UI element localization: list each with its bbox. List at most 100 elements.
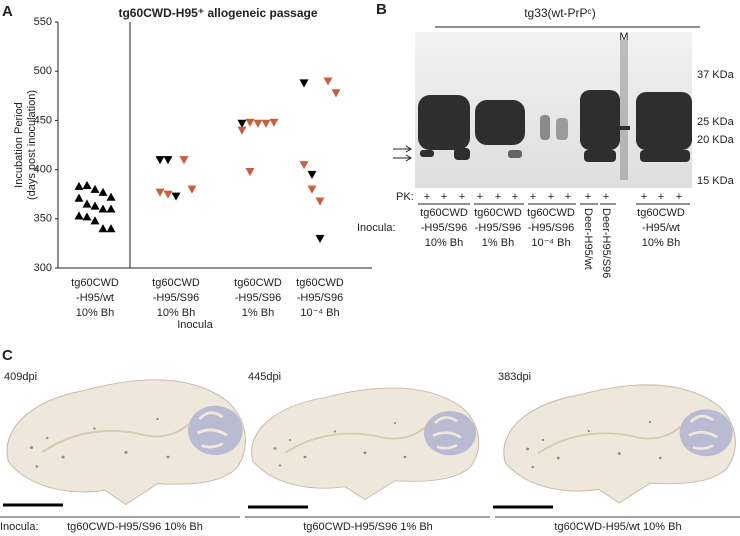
data-point <box>82 212 92 221</box>
data-point <box>106 224 116 233</box>
x-tick-label: tg60CWD <box>71 277 119 289</box>
y-axis-label: (days post inoculation) <box>26 90 38 200</box>
scale-bars <box>3 503 553 509</box>
pk-sign: + <box>658 191 664 203</box>
x-tick-label: tg60CWD <box>152 277 200 289</box>
data-point <box>299 79 309 88</box>
data-point <box>237 126 247 135</box>
inocula-name: tg60CWD-H95/S96 1% Bh <box>303 521 433 533</box>
pk-label: PK: <box>396 191 414 203</box>
group-label: tg60CWD <box>420 207 468 219</box>
chart-title: tg60CWD-H95⁺ allogeneic passage <box>118 6 317 20</box>
data-point <box>245 167 255 177</box>
x-tick-label: 10% Bh <box>76 307 115 319</box>
data-point <box>74 193 84 202</box>
data-point <box>82 199 92 208</box>
inocula-name: tg60CWD-H95/S96 10% Bh <box>67 521 203 533</box>
pk-sign: + <box>459 191 465 203</box>
data-point <box>315 234 325 243</box>
x-tick-label: -H95/S96 <box>297 292 343 304</box>
group-label: Deer-H95/S96 <box>600 208 612 278</box>
x-tick-label: tg60CWD <box>234 277 282 289</box>
pk-sign: + <box>565 191 571 203</box>
data-point <box>253 119 263 128</box>
kda-label: 15 KDa <box>697 175 735 187</box>
data-point <box>299 161 309 170</box>
x-tick-label: -H95/S96 <box>235 292 281 304</box>
data-point <box>74 211 84 220</box>
data-point <box>74 181 84 190</box>
data-point <box>261 119 271 128</box>
data-point <box>179 156 189 165</box>
kda-label: 25 KDa <box>697 116 735 128</box>
data-point <box>237 119 247 128</box>
data-point <box>245 118 255 127</box>
data-point <box>90 184 100 193</box>
arrows <box>393 145 412 162</box>
blot-title: tg33(wt-PrPᶜ) <box>524 6 596 20</box>
dpi-label: 445dpi <box>248 371 281 383</box>
panel-label: A <box>2 3 13 20</box>
data-point <box>98 187 108 196</box>
group-label: tg60CWD <box>474 207 522 219</box>
group-label: -H95/wt <box>642 222 680 234</box>
blot-bands <box>418 40 692 180</box>
inocula-name: tg60CWD-H95/wt 10% Bh <box>554 521 681 533</box>
group-label: 10⁻⁴ Bh <box>531 237 570 249</box>
pk-sign: + <box>530 191 536 203</box>
pk-sign: + <box>477 191 483 203</box>
group-label: 10% Bh <box>642 237 681 249</box>
x-tick-label: 10⁻⁴ Bh <box>300 307 339 319</box>
data-point <box>315 197 325 206</box>
data-point <box>269 118 279 127</box>
pk-sign: + <box>441 191 447 203</box>
x-tick-label: -H95/wt <box>76 292 114 304</box>
panel-label: B <box>376 1 387 18</box>
pk-sign: + <box>603 191 609 203</box>
x-tick-label: tg60CWD <box>296 277 344 289</box>
pk-sign: + <box>495 191 501 203</box>
data-point <box>82 180 92 189</box>
x-tick-label: 1% Bh <box>242 307 274 319</box>
data-point <box>163 156 173 165</box>
histology-image <box>502 383 737 505</box>
data-point <box>106 192 116 201</box>
marker-lane: M <box>619 31 628 43</box>
y-tick-label: 450 <box>34 114 52 126</box>
histology-image <box>250 386 481 501</box>
y-tick-label: 550 <box>34 16 52 28</box>
pk-sign: + <box>512 191 518 203</box>
data-point <box>98 224 108 233</box>
data-point <box>323 77 333 86</box>
x-axis-label: Inocula <box>177 319 213 331</box>
group-label: -H95/S96 <box>475 222 521 234</box>
pk-sign: + <box>676 191 682 203</box>
pk-sign: + <box>548 191 554 203</box>
group-label: -H95/S96 <box>421 222 467 234</box>
y-axis-label: Incubation Period <box>13 102 25 188</box>
kda-label: 37 KDa <box>697 69 735 81</box>
panel-label: C <box>2 347 13 364</box>
y-tick-label: 500 <box>34 65 52 77</box>
data-point <box>106 204 116 213</box>
group-label: tg60CWD <box>637 207 685 219</box>
dpi-label: 409dpi <box>4 371 37 383</box>
group-label: 1% Bh <box>482 237 514 249</box>
inocula-label: Inocula: <box>357 222 396 234</box>
data-point <box>307 185 317 194</box>
pk-sign: + <box>641 191 647 203</box>
group-label: tg60CWD <box>527 207 575 219</box>
x-tick-label: 10% Bh <box>157 307 196 319</box>
histology-image <box>5 378 247 507</box>
group-label: 10% Bh <box>425 237 464 249</box>
y-tick-label: 400 <box>34 164 52 176</box>
data-point <box>155 156 165 165</box>
inocula-label: Inocula: <box>0 521 39 533</box>
y-tick-label: 350 <box>34 213 52 225</box>
data-point <box>90 201 100 210</box>
data-point <box>307 170 317 180</box>
kda-label: 20 KDa <box>697 134 735 146</box>
data-point <box>171 192 181 201</box>
y-tick-label: 300 <box>34 262 52 274</box>
